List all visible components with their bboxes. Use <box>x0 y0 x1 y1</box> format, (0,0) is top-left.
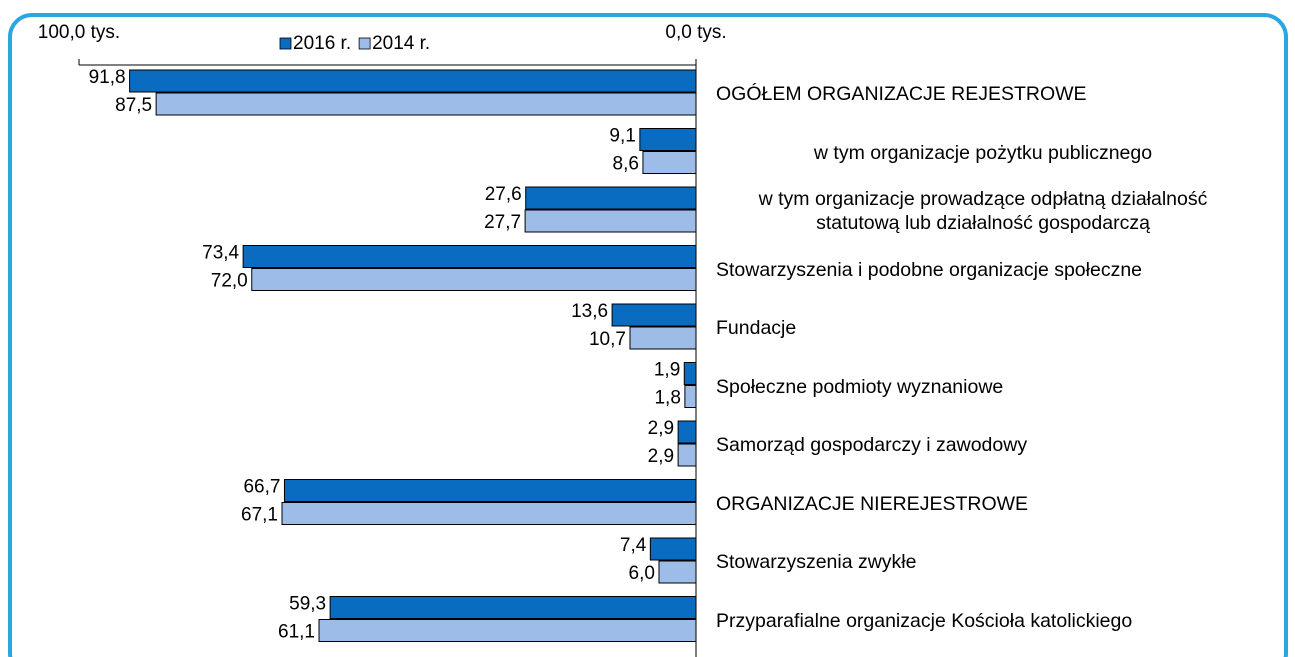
x-tick-label: 100,0 tys. <box>38 22 120 43</box>
bar <box>525 186 697 210</box>
value-label: 2,9 <box>648 418 674 439</box>
bar <box>629 326 697 350</box>
value-label: 67,1 <box>241 505 278 526</box>
bar <box>318 619 697 642</box>
legend-swatch <box>279 37 292 50</box>
value-label: 7,4 <box>620 535 647 556</box>
bar <box>524 209 697 233</box>
category-label: Przyparafialne organizacje Kościoła kato… <box>716 609 1133 632</box>
value-label: 1,9 <box>654 360 680 381</box>
bar <box>639 128 697 151</box>
value-label: 72,0 <box>211 271 248 292</box>
category-label: w tym organizacje prowadzące odpłatną dz… <box>758 188 1208 234</box>
bar <box>251 268 697 291</box>
category-label: w tym organizacje pożytku publicznego <box>813 141 1153 164</box>
category-label: Fundacje <box>716 317 797 339</box>
legend-swatch <box>358 37 371 50</box>
legend-label: 2016 r. <box>293 33 351 54</box>
bar <box>677 420 697 444</box>
value-label: 1,8 <box>654 388 680 409</box>
bar <box>129 69 697 93</box>
x-tick-label: 0,0 tys. <box>665 22 726 43</box>
value-label: 91,8 <box>89 67 126 88</box>
category-label: Samorząd gospodarczy i zawodowy <box>716 434 1028 456</box>
value-label: 2,9 <box>648 446 674 467</box>
bar <box>281 502 697 525</box>
value-label: 6,0 <box>629 563 655 584</box>
bar <box>677 443 697 467</box>
value-label: 73,4 <box>202 243 239 264</box>
value-label: 59,3 <box>289 594 326 615</box>
bar <box>242 245 697 268</box>
bar <box>649 537 697 561</box>
category-label: Stowarzyszenia zwykłe <box>716 551 917 573</box>
value-label: 61,1 <box>278 622 315 643</box>
bar <box>329 596 697 619</box>
category-label: Stowarzyszenia i podobne organizacje spo… <box>716 258 1143 281</box>
bar <box>684 385 697 408</box>
category-label: ORGANIZACJE NIEREJESTROWE <box>716 492 1029 515</box>
bar <box>658 560 697 584</box>
value-label: 10,7 <box>589 329 626 350</box>
value-label: 66,7 <box>243 477 280 498</box>
category-label: OGÓŁEM ORGANIZACJE REJESTROWE <box>716 83 1087 105</box>
bar <box>642 151 697 174</box>
bar <box>611 303 697 327</box>
bar <box>683 362 697 385</box>
legend-label: 2014 r. <box>372 33 430 54</box>
bar <box>283 479 697 502</box>
bar <box>155 92 697 116</box>
value-label: 27,7 <box>484 212 521 233</box>
value-label: 87,5 <box>115 95 152 116</box>
value-label: 13,6 <box>571 301 608 322</box>
value-label: 8,6 <box>613 154 639 175</box>
category-label: Społeczne podmioty wyznaniowe <box>716 375 1004 398</box>
value-label: 27,6 <box>485 184 522 205</box>
value-label: 9,1 <box>609 126 635 147</box>
